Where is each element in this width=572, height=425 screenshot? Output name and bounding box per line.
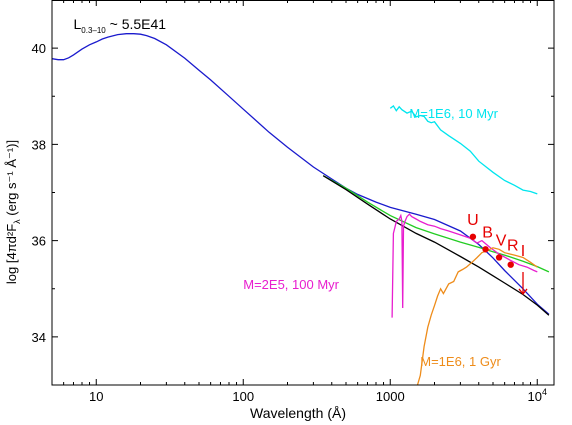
photometry-band-label-R: R [507,238,519,255]
series-line-old [416,247,538,385]
x-axis-label: Wavelength (Å) [250,405,346,421]
x-tick-label-exponent: 4 [542,387,547,397]
photometry-layer: UB V R I [467,212,528,295]
x-tick-label: 10 [89,389,103,404]
photometry-band-label-U: U [467,212,479,229]
y-tick-label: 38 [32,137,46,152]
photometry-band-label-B: B [482,224,493,241]
series-line-young [389,104,538,195]
series-labels: M=1E6, 10 Myr M=2E5, 100 Myr M=1E6, 1 Gyr [243,106,501,369]
y-axis-label-main: log [4πd²F [4,224,19,284]
photometry-point-U [469,233,477,240]
photometry-point-B [482,246,489,253]
y-axis-label: log [4πd²Fλ (erg s⁻¹ Å⁻¹)] [4,140,22,284]
series-lines [52,33,550,385]
x-tick-label: 104 [528,387,547,404]
series-label-young: M=1E6, 10 Myr [409,106,498,121]
series-label-intermediate: M=2E5, 100 Myr [243,277,339,292]
y-tick-label: 36 [32,234,46,249]
series-line-green [322,175,550,273]
x-tick-label-base: 1000 [376,389,405,404]
photometry-point-V [495,254,503,261]
y-axis-label-sub: λ [12,219,22,224]
photometry-point-R [507,261,514,268]
x-tick-label-base: 10 [89,389,103,404]
luminosity-annotation-value: ~ 5.5E41 [106,16,167,32]
plot-frame [51,0,555,386]
photometry-upper-limit-I [518,271,528,295]
series-line-intermediate [391,213,538,318]
x-tick-label-base: 100 [232,389,254,404]
y-tick-label: 34 [32,330,46,345]
photometry-band-label-V: V [496,232,507,249]
y-axis-label-units: (erg s⁻¹ Å⁻¹)] [4,140,19,219]
series-label-old: M=1E6, 1 Gyr [420,354,501,369]
x-tick-label: 1000 [376,389,405,404]
photometry-band-label-I: I [521,243,525,260]
y-tick-label: 40 [32,41,46,56]
luminosity-annotation: L0.3–10 ~ 5.5E41 [73,16,166,35]
series-line-blue [52,33,550,315]
x-tick-label-base: 10 [528,389,542,404]
series-layer [52,33,550,385]
luminosity-annotation-main: L [73,16,81,32]
x-tick-label: 100 [232,389,254,404]
luminosity-annotation-sub: 0.3–10 [81,26,106,35]
